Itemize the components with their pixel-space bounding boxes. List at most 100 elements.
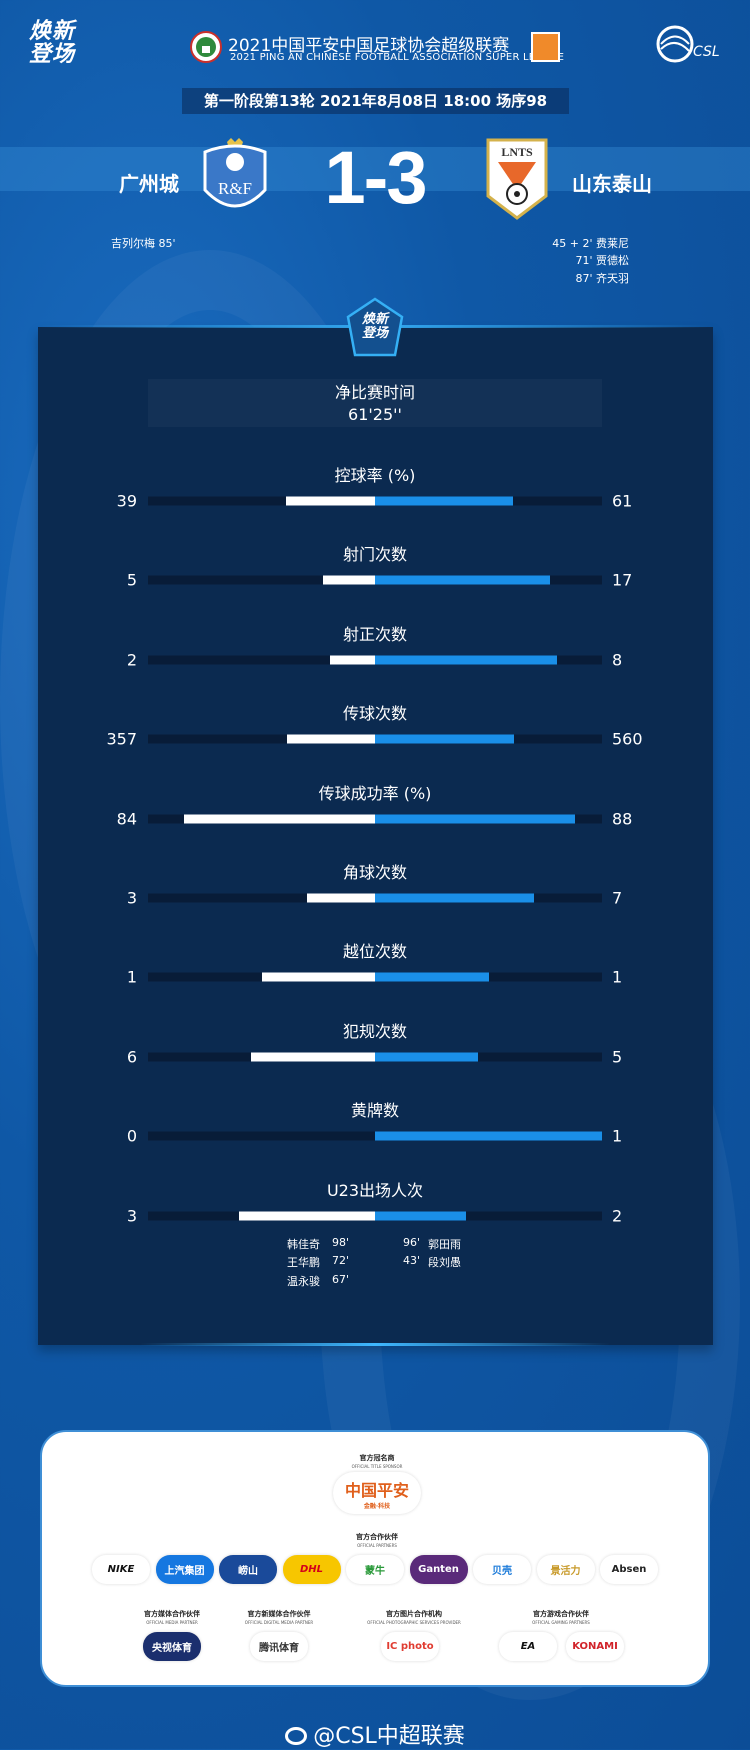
stat-label: 黄牌数 <box>350 1101 399 1121</box>
pingan-logo-sub: 金融·科技 <box>363 1502 391 1510</box>
csl-ball-icon <box>656 25 694 63</box>
partner-logo: 上汽集团 <box>155 1555 214 1584</box>
media-label: 官方媒体合作伙伴 <box>144 1610 200 1618</box>
away-scorer: 45 + 2' 费莱尼 <box>552 237 629 250</box>
away-stat-value: 1 <box>612 1126 623 1146</box>
csl-logo: CSL <box>655 24 727 64</box>
weibo-icon <box>285 1727 308 1745</box>
u23-away-name: 郭田雨 <box>428 1238 461 1251</box>
stat-label: 犯规次数 <box>342 1021 407 1041</box>
pingan-logo: 中国平安 金融·科技 <box>333 1472 421 1514</box>
partner-logo: 崂山 <box>219 1555 277 1584</box>
konami-logo: KONAMI <box>566 1632 624 1661</box>
u23-home-name: 韩佳奇 <box>287 1238 320 1251</box>
panel-badge: 焕新登场 <box>345 297 405 359</box>
away-stat-value: 1 <box>612 967 623 987</box>
away-stat-value: 5 <box>612 1047 623 1067</box>
gaming-sub: OFFICIAL GAMING PARTNERS <box>532 1620 590 1625</box>
stat-label: 传球成功率 (%) <box>318 783 432 803</box>
home-stat-value: 84 <box>116 809 137 829</box>
partner-logo: 贝壳 <box>473 1555 531 1584</box>
home-stat-bar <box>306 893 375 903</box>
net-time-label: 净比赛时间 <box>334 383 415 402</box>
away-stat-value: 17 <box>612 570 633 590</box>
away-stat-bar <box>375 655 557 665</box>
home-stat-bar <box>329 655 375 665</box>
away-stat-bar <box>375 1052 479 1062</box>
home-stat-value: 3 <box>126 1206 137 1226</box>
stat-label: 角球次数 <box>342 863 407 882</box>
away-stat-bar <box>375 972 489 982</box>
cctv-sports-logo: 央视体育 <box>143 1632 201 1661</box>
away-stat-value: 7 <box>612 888 623 908</box>
u23-home-minutes: 72' <box>332 1254 350 1267</box>
partner-logo: DHL <box>282 1555 341 1584</box>
home-stat-value: 0 <box>126 1126 137 1146</box>
home-team-crest: R&F <box>199 138 271 220</box>
cfa-emblem-icon <box>190 31 222 63</box>
home-crest-text: R&F <box>218 179 252 198</box>
title-sponsor-badge-icon <box>531 32 560 62</box>
partner-logo: 景活力 <box>536 1555 595 1584</box>
away-stat-value: 8 <box>612 650 623 670</box>
match-info: 第一阶段第13轮 2021年8月08日 18:00 场序98 <box>182 88 569 114</box>
home-stat-bar <box>238 1211 375 1221</box>
away-crest-text: LNTS <box>501 145 533 159</box>
media-sub: OFFICIAL MEDIA PARTNER <box>146 1620 198 1625</box>
home-stat-bar <box>251 1052 375 1062</box>
partner-logo: NIKE <box>92 1555 150 1584</box>
home-stat-value: 6 <box>126 1047 137 1067</box>
lnts-crest-icon: LNTS <box>486 138 548 220</box>
sponsor-panel: 官方冠名商 OFFICIAL TITLE SPONSOR 中国平安 金融·科技 … <box>40 1430 710 1687</box>
u23-away-minutes: 43' <box>403 1254 421 1267</box>
weibo-handle[interactable]: @CSL中超联赛 <box>313 1724 465 1749</box>
home-stat-value: 3 <box>126 888 137 908</box>
league-title: 2021中国平安中国足球协会超级联赛 <box>228 36 510 56</box>
tencent-sports-logo: 腾讯体育 <box>250 1632 308 1661</box>
away-stat-bar <box>375 893 534 903</box>
badge-text: 焕新登场 <box>361 312 388 341</box>
brand-logo: 焕新登场 <box>29 19 76 67</box>
partners-sub: OFFICIAL PARTNERS <box>357 1543 397 1548</box>
stat-label: 越位次数 <box>342 942 407 962</box>
photo-sub: OFFICIAL PHOTOGRAPHIC SERVICES PROVIDER <box>367 1620 461 1625</box>
partner-logo: 蒙牛 <box>346 1555 404 1584</box>
home-stat-value: 5 <box>126 570 137 590</box>
away-scorer: 87' 齐天羽 <box>575 272 629 285</box>
u23-away-name: 段刘愚 <box>428 1256 461 1269</box>
csl-logo-text: CSL <box>693 44 720 60</box>
away-stat-bar <box>375 575 551 585</box>
away-stat-bar <box>375 496 514 506</box>
u23-away-minutes: 96' <box>403 1236 421 1249</box>
away-scorer: 71' 贾德松 <box>575 254 629 267</box>
u23-home-name: 王华鹏 <box>287 1256 320 1269</box>
away-stat-bar <box>375 814 575 824</box>
weibo-footer: @CSL中超联赛 <box>0 1718 750 1750</box>
home-stat-bar <box>323 575 375 585</box>
u23-home-minutes: 67' <box>332 1273 350 1286</box>
home-stat-bar <box>261 972 375 982</box>
home-team-name: 广州城 <box>119 172 179 196</box>
stat-label: 控球率 (%) <box>334 466 416 485</box>
rf-crest-icon: R&F <box>203 138 267 208</box>
ic-photo-logo: IC photo <box>381 1632 439 1661</box>
away-stat-value: 2 <box>612 1206 623 1226</box>
net-time-value: 61'25'' <box>348 405 402 424</box>
away-stat-bar <box>375 734 514 744</box>
partner-logo: Ganten <box>409 1555 468 1584</box>
home-stat-value: 357 <box>106 729 137 749</box>
home-scorer: 吉列尔梅 85' <box>111 237 176 250</box>
stat-label: U23出场人次 <box>326 1180 424 1200</box>
u23-home-minutes: 98' <box>332 1236 350 1249</box>
away-stat-value: 88 <box>612 809 633 829</box>
pentagon-badge-icon <box>346 297 404 357</box>
away-stat-value: 61 <box>612 491 633 511</box>
away-stat-bar <box>375 1131 602 1141</box>
title-sponsor-label: 官方冠名商 <box>359 1454 395 1462</box>
u23-home-name: 温永骏 <box>287 1275 320 1288</box>
digital-media-sub: OFFICIAL DIGITAL MEDIA PARTNER <box>244 1620 314 1625</box>
away-team-name: 山东泰山 <box>572 172 652 196</box>
home-stat-value: 2 <box>126 650 137 670</box>
team-band <box>0 147 750 191</box>
stat-label: 射正次数 <box>342 624 407 644</box>
